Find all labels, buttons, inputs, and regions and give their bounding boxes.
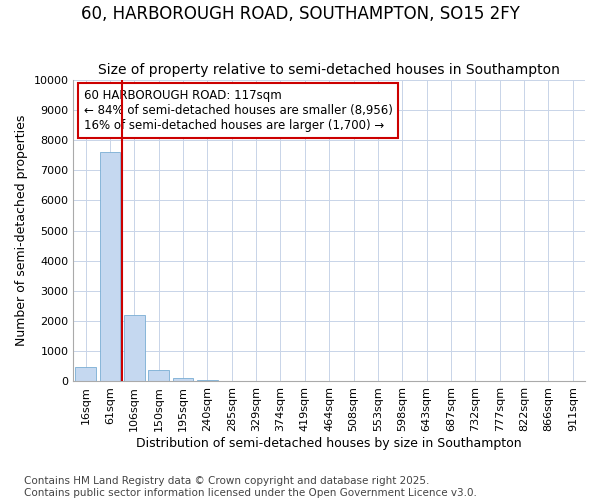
X-axis label: Distribution of semi-detached houses by size in Southampton: Distribution of semi-detached houses by … xyxy=(136,437,522,450)
Bar xyxy=(75,366,96,382)
Bar xyxy=(124,315,145,382)
Bar xyxy=(148,370,169,382)
Bar xyxy=(197,380,218,382)
Text: 60 HARBOROUGH ROAD: 117sqm
← 84% of semi-detached houses are smaller (8,956)
16%: 60 HARBOROUGH ROAD: 117sqm ← 84% of semi… xyxy=(83,88,392,132)
Bar xyxy=(100,152,121,382)
Y-axis label: Number of semi-detached properties: Number of semi-detached properties xyxy=(15,115,28,346)
Text: Contains HM Land Registry data © Crown copyright and database right 2025.
Contai: Contains HM Land Registry data © Crown c… xyxy=(24,476,477,498)
Text: 60, HARBOROUGH ROAD, SOUTHAMPTON, SO15 2FY: 60, HARBOROUGH ROAD, SOUTHAMPTON, SO15 2… xyxy=(80,5,520,23)
Title: Size of property relative to semi-detached houses in Southampton: Size of property relative to semi-detach… xyxy=(98,63,560,77)
Bar xyxy=(173,378,193,382)
